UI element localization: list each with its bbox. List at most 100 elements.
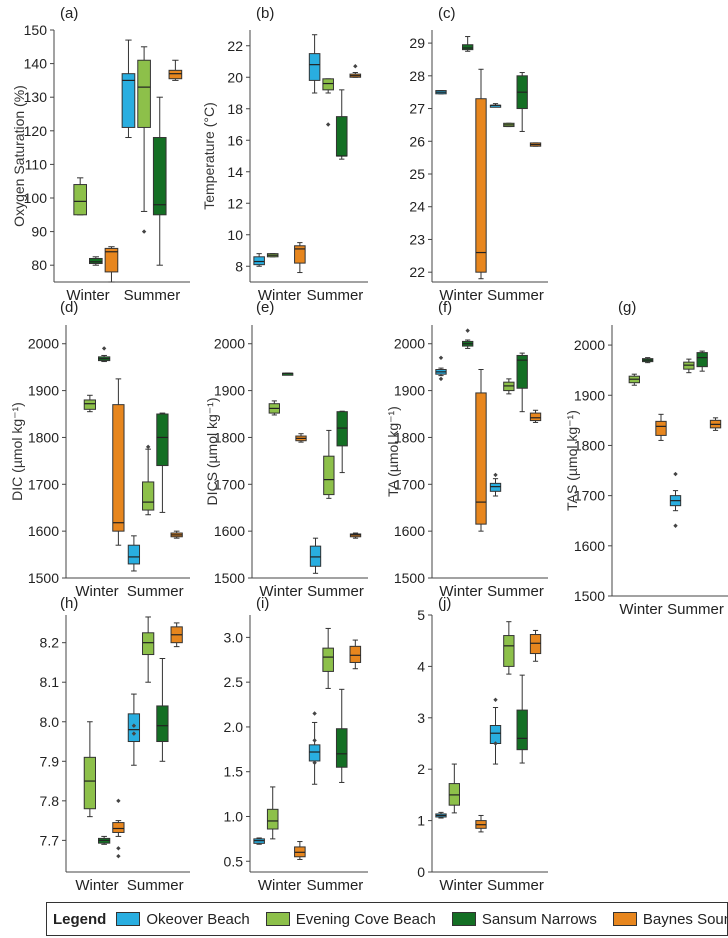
box-body [137,59,151,128]
box-body [322,78,334,91]
box-okeover-beach-summer [308,711,321,785]
box-body [308,53,321,81]
box-body [475,392,487,525]
panel-e: (e) 1500 1600 1700 1800 1900 2000 DICS (µmol kg… [204,299,368,600]
y-tick-label: 1900 [214,383,245,399]
legend-swatch [265,912,290,926]
panel-label: (i) [256,595,269,612]
box-okeover-beach-winter [253,837,265,845]
box-baynes-sound-summer [529,409,542,423]
x-tick-label: Summer [487,287,544,304]
y-tick-label: 8.1 [40,674,60,690]
y-tick-label: 1500 [214,570,245,586]
box-body [516,709,528,751]
box-body [696,352,708,368]
box-body [168,69,183,80]
box-body [349,645,362,663]
panel-d: (d) 1500 1600 1700 1800 1900 2000 DIC (µmol kg⁻… [9,299,190,600]
panel-b: (b) 8 10 12 14 16 18 20 22 Temperature (°C) Winter… [201,5,368,304]
box-evening-cove-beach-summer [322,627,334,689]
y-tick-label: 3 [417,710,425,726]
box-body [73,184,88,216]
box-sansum-narrows-summer [335,688,348,783]
outlier-point [312,711,317,716]
x-tick-label: Winter [439,287,482,304]
y-tick-label: 100 [24,190,48,206]
panel-g: (g) 1500 1600 1700 1800 1900 2000 TAS (µmol kg⁻… [564,299,728,618]
legend-item-baynes-sound: Baynes Sound [612,911,728,928]
y-tick-label: 4 [417,658,425,674]
box-okeover-beach-winter [435,811,447,819]
y-tick-label: 1800 [394,429,425,445]
y-axis-label: DICS (µmol kg⁻¹) [204,397,220,505]
y-tick-label: 3.0 [224,629,244,645]
box-body [516,354,528,389]
outlier-point [131,731,137,736]
box-evening-cove-beach-summer [683,358,695,374]
box-sansum-narrows-summer [516,72,528,132]
box-baynes-sound-winter [112,378,125,546]
box-body [529,634,542,655]
y-tick-label: 2000 [28,336,59,352]
box-body [489,725,502,745]
box-baynes-sound-summer [349,64,362,78]
x-tick-label: Winter [75,583,118,600]
box-evening-cove-beach-summer [142,616,155,683]
outlier-point [673,523,678,528]
panel-label: (c) [438,5,456,22]
y-tick-label: 130 [24,89,48,105]
box-baynes-sound-winter [475,369,487,532]
box-okeover-beach-winter [253,253,265,267]
box-evening-cove-beach-winter [266,786,279,840]
panel-f: (f) 1500 1600 1700 1800 1900 2000 TA (µmol kg⁻¹… [385,299,548,600]
y-tick-label: 1700 [394,476,425,492]
box-evening-cove-beach-summer [142,444,155,516]
outlier-point [438,376,444,382]
box-baynes-sound-summer [170,622,183,648]
box-sansum-narrows-summer [336,410,348,474]
y-tick-label: 7.8 [40,793,60,809]
box-okeover-beach-summer [308,34,321,94]
panel-label: (a) [60,5,78,22]
x-tick-label: Summer [307,877,364,894]
outlier-point [673,471,678,477]
box-sansum-narrows-summer [696,350,708,372]
y-tick-label: 24 [409,199,425,215]
box-body [83,399,96,410]
box-okeover-beach-summer [127,693,141,766]
y-tick-label: 26 [409,133,425,149]
box-sansum-narrows-winter [98,835,111,845]
x-tick-label: Summer [127,583,184,600]
panel-label: (g) [618,299,636,316]
box-baynes-sound-summer [709,417,722,431]
legend-item-sansum-narrows: Sansum Narrows [451,911,597,928]
outlier-point [116,853,121,859]
x-tick-label: Summer [667,601,724,618]
box-evening-cove-beach-winter [83,721,96,818]
outlier-point [101,346,107,351]
box-sansum-narrows-summer [156,657,169,762]
y-tick-label: 8.0 [40,714,60,730]
box-evening-cove-beach-summer [137,46,151,234]
box-body [142,632,155,656]
y-tick-label: 0 [417,864,425,880]
y-tick-label: 16 [227,132,243,148]
x-tick-label: Winter [258,877,301,894]
legend-item-okeover-beach: Okeover Beach [116,911,250,928]
y-tick-label: 12 [227,195,243,211]
box-baynes-sound-summer [168,59,183,81]
box-body [335,728,348,768]
x-tick-label: Winter [258,287,301,304]
box-baynes-sound-winter [294,242,306,274]
box-baynes-sound-winter [475,814,487,833]
outlier-point [465,328,470,333]
y-tick-label: 1500 [394,570,425,586]
y-tick-label: 1900 [394,383,425,399]
y-tick-label: 1800 [574,437,605,453]
box-evening-cove-beach-winter [266,253,279,258]
box-body [462,44,474,51]
y-tick-label: 29 [409,35,425,51]
x-tick-label: Summer [124,287,181,304]
x-tick-label: Winter [439,583,482,600]
box-baynes-sound-winter [104,246,119,283]
